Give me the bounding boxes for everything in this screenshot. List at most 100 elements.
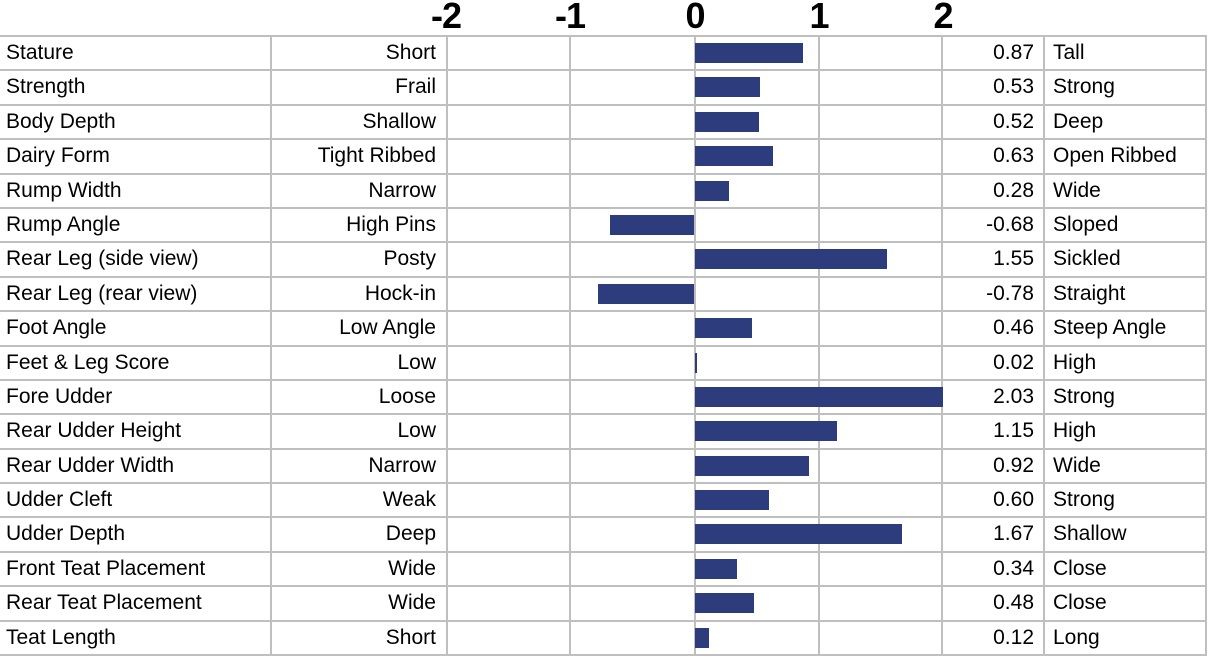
- low-descriptor: Low Angle: [270, 312, 446, 345]
- gridline-neg2: [446, 277, 448, 313]
- gridline-pos2: [941, 621, 943, 657]
- gridline-neg2: [446, 140, 448, 175]
- gridline-neg2: [446, 174, 448, 209]
- trait-name: Foot Angle: [6, 316, 107, 340]
- gridline-pos1: [817, 587, 820, 622]
- bar-cell: [446, 105, 943, 141]
- trait-bar: [694, 627, 710, 648]
- gridline-pos1: [817, 312, 820, 347]
- gridline-neg1: [569, 37, 572, 72]
- gridline-neg2: [446, 621, 448, 657]
- gridline-pos2: [941, 37, 943, 72]
- gridline-pos2: [941, 518, 943, 553]
- axis-tick-pos1: 1: [809, 0, 829, 36]
- trait-bar: [610, 214, 695, 235]
- trait-name: Feet & Leg Score: [6, 350, 170, 374]
- trait-bar: [694, 386, 943, 407]
- low-descriptor: High Pins: [270, 208, 446, 242]
- table-row: Foot Angle Low Angle 0.46 Steep Angle: [0, 312, 1207, 347]
- gridline-pos2: [941, 208, 943, 244]
- bar-cell: [446, 37, 943, 72]
- high-descriptor: Straight: [1043, 277, 1207, 311]
- trait-bar: [694, 249, 888, 270]
- table-row: Udder Cleft Weak 0.60 Strong: [0, 484, 1207, 519]
- gridline-neg1: [569, 346, 572, 381]
- axis-header: -2 -1 0 1 2: [0, 0, 1211, 35]
- trait-table: Stature Short 0.87 Tall Strength Frail: [0, 35, 1207, 657]
- axis-tick-zero: 0: [685, 0, 705, 36]
- gridline-pos2: [941, 449, 943, 485]
- bar-cell: [446, 174, 943, 209]
- sta-value: 1.67: [993, 522, 1034, 546]
- sta-value: -0.78: [986, 281, 1034, 305]
- trait-bar: [694, 421, 838, 442]
- gridline-neg2: [446, 71, 448, 106]
- gridline-pos1: [817, 208, 820, 244]
- trait-name: Fore Udder: [6, 384, 113, 408]
- gridline-neg1: [569, 484, 572, 519]
- low-descriptor: Narrow: [270, 174, 446, 207]
- high-descriptor: Sickled: [1043, 243, 1207, 276]
- gridline-neg2: [446, 243, 448, 278]
- gridline-neg2: [446, 587, 448, 622]
- table-row: Rump Width Narrow 0.28 Wide: [0, 174, 1207, 209]
- trait-name: Stature: [6, 41, 74, 64]
- trait-name: Rear Leg (side view): [6, 247, 199, 271]
- gridline-zero: [693, 208, 696, 244]
- low-descriptor: Narrow: [270, 449, 446, 483]
- trait-name: Front Teat Placement: [6, 556, 206, 580]
- bar-cell: [446, 518, 943, 553]
- sta-value: 0.34: [993, 556, 1034, 580]
- gridline-neg1: [569, 277, 572, 313]
- gridline-pos2: [941, 174, 943, 209]
- sta-value: 0.48: [993, 591, 1034, 615]
- gridline-pos2: [941, 312, 943, 347]
- gridline-neg2: [446, 484, 448, 519]
- bar-cell: [446, 449, 943, 485]
- trait-name: Rear Leg (rear view): [6, 281, 198, 305]
- low-descriptor: Low: [270, 346, 446, 379]
- low-descriptor: Frail: [270, 71, 446, 104]
- gridline-neg2: [446, 380, 448, 416]
- gridline-neg1: [569, 415, 572, 450]
- trait-bar: [694, 180, 730, 201]
- bar-cell: [446, 552, 943, 588]
- gridline-neg1: [569, 174, 572, 209]
- gridline-neg1: [569, 243, 572, 278]
- low-descriptor: Loose: [270, 380, 446, 414]
- sta-value: 0.52: [993, 109, 1034, 133]
- table-row: Rear Udder Height Low 1.15 High: [0, 415, 1207, 450]
- gridline-pos1: [817, 105, 820, 141]
- gridline-neg2: [446, 208, 448, 244]
- gridline-neg1: [569, 312, 572, 347]
- gridline-neg2: [446, 37, 448, 72]
- sta-value: 0.87: [993, 41, 1034, 64]
- trait-bar: [694, 318, 752, 339]
- gridline-pos1: [817, 449, 820, 485]
- trait-name: Rear Teat Placement: [6, 591, 202, 615]
- low-descriptor: Wide: [270, 552, 446, 586]
- bar-cell: [446, 380, 943, 416]
- trait-name: Strength: [6, 75, 86, 99]
- gridline-pos1: [817, 621, 820, 657]
- gridline-pos1: [817, 140, 820, 175]
- bar-cell: [446, 621, 943, 657]
- trait-name: Body Depth: [6, 109, 116, 133]
- trait-bar: [694, 146, 773, 167]
- gridline-pos2: [941, 415, 943, 450]
- table-row: Rear Leg (rear view) Hock-in -0.78 Strai…: [0, 277, 1207, 313]
- trait-bar: [597, 283, 695, 304]
- high-descriptor: High: [1043, 346, 1207, 379]
- table-row: Rear Udder Width Narrow 0.92 Wide: [0, 449, 1207, 485]
- gridline-neg2: [446, 518, 448, 553]
- bar-cell: [446, 587, 943, 622]
- bar-cell: [446, 140, 943, 175]
- sta-value: 0.53: [993, 75, 1034, 99]
- low-descriptor: Low: [270, 415, 446, 448]
- bar-cell: [446, 277, 943, 313]
- high-descriptor: Open Ribbed: [1043, 140, 1207, 173]
- high-descriptor: Strong: [1043, 380, 1207, 414]
- gridline-neg2: [446, 105, 448, 141]
- gridline-pos2: [941, 243, 943, 278]
